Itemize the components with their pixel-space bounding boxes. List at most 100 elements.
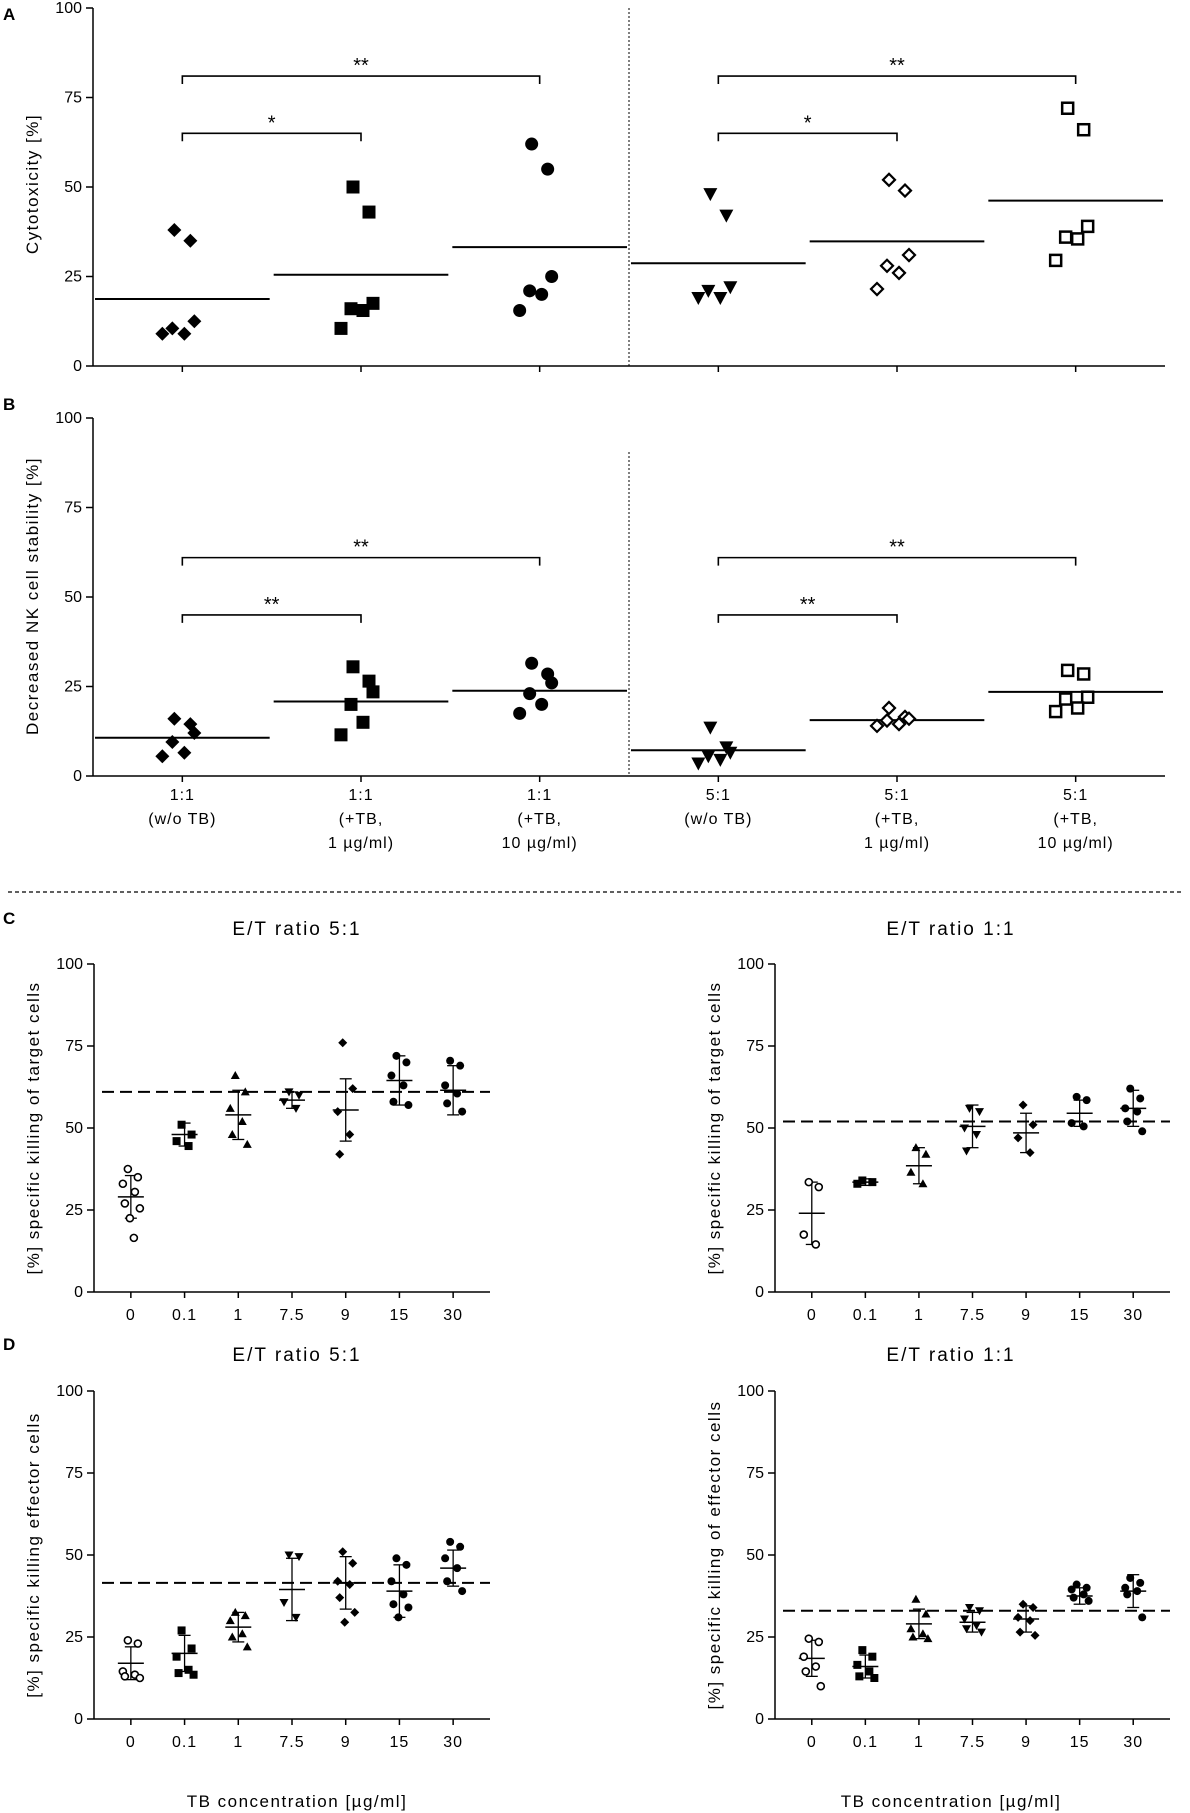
panel-b-x-tick-label: 1:1 [348,787,373,804]
panel-d2-y-tick-label: 100 [737,1383,764,1400]
panel-b-y-tick-label: 75 [64,500,82,517]
panel-c1-data-point [458,1107,467,1116]
panel-b-data-point [713,753,728,767]
panel-c1-data-point [284,1088,294,1097]
panel-d1-data-point [441,1554,450,1563]
panel-label-a: A [3,5,15,24]
panel-c2-x-tick-label: 1 [914,1307,924,1324]
panel-c2-y-tick-label: 100 [737,956,764,973]
panel-a-data-point [1070,232,1085,246]
panel-b-x-tick-label: 10 µg/ml) [502,835,578,852]
panel-a-data-point [513,304,527,318]
panel-d2-x-tick-label: 0.1 [853,1734,878,1751]
panel-a-significance-bracket [717,75,1077,85]
panel-b-y-tick-label: 50 [64,589,82,606]
panel-d1-data-point [135,1673,145,1683]
panel-c1-data-point [399,1081,408,1090]
panel-c2-x-tick-label: 7.5 [960,1307,985,1324]
panel-b-data-point [869,718,885,734]
panel-d2-x-tick-label: 7.5 [960,1734,985,1751]
panel-d1-data-point [458,1587,467,1596]
panel-c2-data-point [1013,1133,1023,1143]
panel-a-data-point [879,258,895,274]
panel-c1-data-point [335,1149,345,1159]
panel-d1-data-point [189,1670,198,1679]
panel-c2-x-tick-label: 9 [1021,1307,1031,1324]
panel-d1-data-point [446,1537,455,1546]
panel-d1-data-point [456,1542,465,1551]
panel-d1-data-point [335,1593,345,1603]
panel-d2-data-point [1138,1613,1147,1622]
panel-c1-x-tick-label: 30 [443,1307,463,1324]
panel-d1-y-tick-label: 0 [74,1711,83,1728]
panel-c2-data-point [975,1108,984,1117]
panel-b-x-tick-label: (+TB, [1053,811,1098,828]
panel-b-data-point [177,745,192,760]
panel-d2-data-point [908,1632,918,1641]
panel-d1-data-point [348,1558,358,1568]
panel-c1-data-point [446,1056,455,1065]
panel-d2-y-tick-label: 25 [746,1629,764,1646]
panel-c1-data-point [237,1116,247,1125]
panel-d1-data-point [279,1599,289,1608]
panel-d1-data-point [453,1564,462,1573]
panel-d2-data-point [870,1674,879,1682]
panel-b-x-tick-label: 1 µg/ml) [864,835,930,852]
panel-c2-data-point [911,1143,921,1152]
panel-d2-data-point [855,1672,864,1681]
panel-b-y-axis-label: Decreased NK cell stability [%] [23,457,42,735]
panel-c1-data-point [291,1104,301,1113]
panel-b-data-point [891,716,907,732]
panel-b-x-tick-label: (+TB, [339,811,384,828]
panel-c1-data-point [242,1139,252,1148]
panel-d2-data-point [804,1634,814,1643]
panel-c-left-y-axis-label: [%] specific killing of target cells [24,981,43,1274]
panel-a-y-tick-label: 25 [64,269,82,286]
panel-d2-data-point [962,1625,971,1634]
panel-d1-data-point [133,1639,143,1648]
panel-d2-data-point [977,1628,986,1637]
panel-d2-data-point [868,1652,877,1661]
panel-c2-data-point [799,1230,809,1239]
panel-d2-x-tick-label: 30 [1123,1734,1143,1751]
panel-d1-y-tick-label: 50 [65,1547,83,1564]
panel-c1-data-point [227,1130,237,1139]
panel-d-right-y-axis-label: [%] specific killing of effector cells [705,1401,724,1710]
panel-d1-data-point [227,1632,237,1641]
panel-a-data-point [346,180,360,194]
panel-d1-y-tick-label: 25 [65,1629,83,1646]
panel-d1-x-tick-label: 15 [390,1734,410,1751]
panel-b-x-tick-label: (+TB, [875,811,920,828]
panel-d2-data-point [965,1603,974,1612]
panel-d2-data-point [1133,1587,1142,1596]
panel-c1-data-point [443,1099,452,1108]
panel-d2-data-point [858,1646,867,1655]
panel-d-left-y-axis-label: [%] specific killing effector cells [24,1412,43,1698]
panel-b-significance-bracket [181,556,541,566]
panel-a-data-point [713,291,728,305]
panel-c2-data-point [858,1176,867,1185]
panel-d1-data-point [392,1554,401,1563]
panel-c2-data-point [1028,1120,1038,1130]
panel-c2-data-point [918,1179,928,1188]
panel-c2-x-tick-label: 30 [1123,1307,1143,1324]
panel-b-data-point [1048,704,1063,719]
panel-b-data-point [1070,701,1085,715]
panel-c2-data-point [1025,1148,1035,1158]
panel-c-ratio-1-1-scatter: E/T ratio 1:1 [%] specific killing of ta… [705,919,1170,1324]
panel-b-data-point [523,687,537,701]
panel-c2-data-point [811,1240,821,1249]
panel-c1-data-point [129,1233,139,1243]
panel-d1-data-point [120,1672,130,1681]
panel-d2-data-point [1136,1578,1145,1587]
panel-c1-data-point [177,1120,186,1129]
panel-c2-data-point [962,1147,971,1156]
panel-d1-data-point [177,1626,186,1635]
panel-b-x-tick-label: (w/o TB) [684,811,752,828]
panel-b-data-point [1058,692,1073,706]
panel-a-significance-label: * [268,112,276,134]
panel-a-significance-bracket [181,132,362,142]
panel-d1-data-point [404,1603,413,1612]
panel-a-significance-label: ** [889,55,905,77]
panel-b-data-point [334,728,348,742]
